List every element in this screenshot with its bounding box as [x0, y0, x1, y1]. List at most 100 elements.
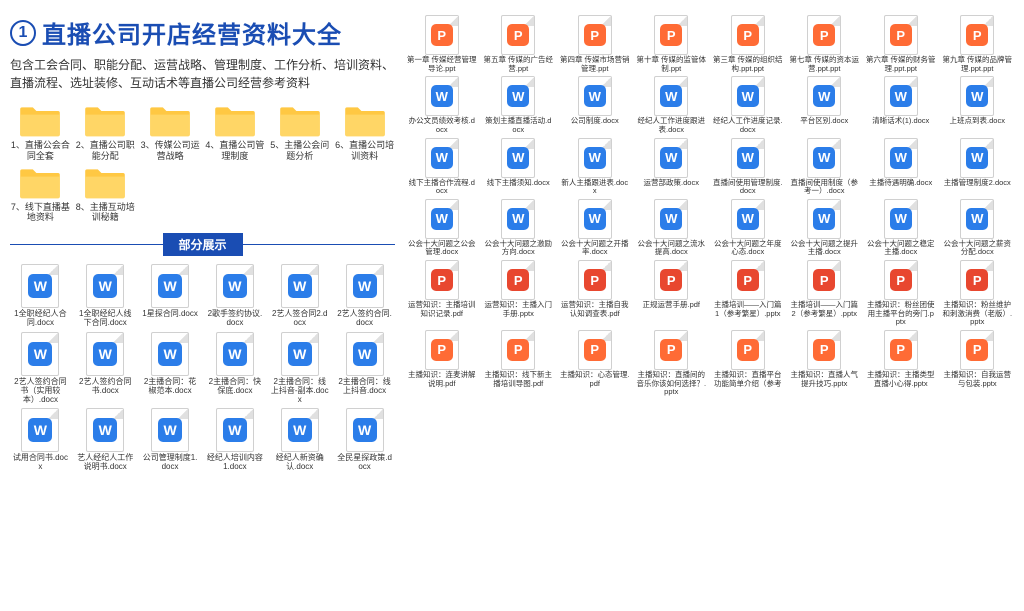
file-icon: W	[884, 138, 918, 178]
file-item[interactable]: P运营知识：主播自我认知调查表.pdf	[558, 260, 632, 327]
file-item[interactable]: W办公文员绩效考核.docx	[405, 76, 479, 134]
file-item[interactable]: W经纪人工作进度跟进表.docx	[635, 76, 709, 134]
file-item[interactable]: W直播间使用管理制度.docx	[711, 138, 785, 196]
file-item[interactable]: W2主播合同：线上抖音.docx	[334, 332, 395, 405]
folder-label: 1、直播公会合同全套	[10, 140, 71, 162]
file-icon: W	[21, 408, 59, 452]
file-icon: W	[281, 264, 319, 308]
file-item[interactable]: P第五章 传媒的广告经营.ppt	[482, 15, 556, 73]
file-item[interactable]: W2歌手签约协议.docx	[204, 264, 265, 327]
file-icon: P	[807, 15, 841, 55]
file-item[interactable]: P主播知识：主播类型直播小心得.pptx	[864, 330, 938, 397]
file-item[interactable]: W1星探合同.docx	[140, 264, 201, 327]
file-item[interactable]: W清晰话术(1).docx	[864, 76, 938, 134]
file-item[interactable]: W上班点到表.docx	[941, 76, 1015, 134]
file-item[interactable]: P第七章 传媒的资本运营.ppt.ppt	[788, 15, 862, 73]
file-item[interactable]: W试用合同书.docx	[10, 408, 71, 471]
file-item[interactable]: W全民星探政策.docx	[334, 408, 395, 471]
title-bar: 1 直播公司开店经营资料大全	[10, 15, 395, 50]
file-icon: P	[807, 330, 841, 370]
file-item[interactable]: W主播管理制度2.docx	[941, 138, 1015, 196]
file-label: 清晰话术(1).docx	[872, 117, 929, 126]
file-item[interactable]: W公会十大问题之年度心态.docx	[711, 199, 785, 257]
file-item[interactable]: P主播知识：自我运营与包装.pptx	[941, 330, 1015, 397]
file-label: 办公文员绩效考核.docx	[407, 117, 477, 134]
file-item[interactable]: P第十章 传媒的监管体制.ppt	[635, 15, 709, 73]
file-item[interactable]: P主播培训——入门篇2（参考繁星）.pptx	[788, 260, 862, 327]
file-item[interactable]: P主播知识：直播人气提升技巧.pptx	[788, 330, 862, 397]
file-item[interactable]: W2主播合同：线上抖音-副本.docx	[269, 332, 330, 405]
file-item[interactable]: W直播间使用制度（参考一）.docx	[788, 138, 862, 196]
file-item[interactable]: P运营知识：主播培训知识记录.pdf	[405, 260, 479, 327]
file-item[interactable]: W2主播合同：快保底.docx	[204, 332, 265, 405]
file-icon: W	[960, 76, 994, 116]
file-item[interactable]: P第九章 传媒的品牌管理.ppt.ppt	[941, 15, 1015, 73]
file-item[interactable]: W2艺人签约合同书.docx	[75, 332, 136, 405]
file-item[interactable]: W公会十大问题之流水提高.docx	[635, 199, 709, 257]
file-item[interactable]: W1全职经纪人线下合同.docx	[75, 264, 136, 327]
file-item[interactable]: W经纪人新资确认.docx	[269, 408, 330, 471]
file-item[interactable]: W平台区别.docx	[788, 76, 862, 134]
file-item[interactable]: W经纪人培训内容1.docx	[204, 408, 265, 471]
folder-grid: 1、直播公会合同全套2、直播公司职能分配3、传媒公司运营战略4、直播公司管理制度…	[10, 102, 395, 223]
file-item[interactable]: W2主播合同：花椒范本.docx	[140, 332, 201, 405]
file-item[interactable]: P主播知识：直播间的音乐你该如何选择？.pptx	[635, 330, 709, 397]
file-item[interactable]: W线下主播合作流程.docx	[405, 138, 479, 196]
folder-icon	[83, 102, 127, 138]
file-label: 主播知识：主播类型直播小心得.pptx	[866, 371, 936, 388]
file-item[interactable]: W2艺人签约合同书（实用较本）.docx	[10, 332, 71, 405]
file-item[interactable]: P运营知识：主播入门手册.pptx	[482, 260, 556, 327]
file-item[interactable]: W2艺人签合同2.docx	[269, 264, 330, 327]
file-item[interactable]: P第六章 传媒的财务管理.ppt.ppt	[864, 15, 938, 73]
file-item[interactable]: W公会十大问题之开播率.docx	[558, 199, 632, 257]
file-item[interactable]: P主播知识：直播平台功能简单介绍（参考	[711, 330, 785, 397]
right-file-grid: P第一章 传媒经营管理导论.pptP第五章 传媒的广告经营.pptP第四章 传媒…	[405, 15, 1014, 397]
folder-item[interactable]: 4、直播公司管理制度	[204, 102, 265, 162]
file-icon: W	[960, 199, 994, 239]
file-item[interactable]: P第一章 传媒经营管理导论.ppt	[405, 15, 479, 73]
file-item[interactable]: P主播知识：粉丝团使用主播平台的旁门.pptx	[864, 260, 938, 327]
file-item[interactable]: W新人主播跟进表.docx	[558, 138, 632, 196]
file-item[interactable]: W2艺人签约合同.docx	[334, 264, 395, 327]
folder-item[interactable]: 6、直播公司培训资料	[334, 102, 395, 162]
file-item[interactable]: P主播知识：连麦讲解说明.pdf	[405, 330, 479, 397]
file-item[interactable]: P第四章 传媒市场营销管理.ppt	[558, 15, 632, 73]
file-item[interactable]: W公司管理制度1.docx	[140, 408, 201, 471]
folder-icon	[18, 102, 62, 138]
file-label: 直播间使用制度（参考一）.docx	[789, 179, 859, 196]
file-item[interactable]: P第三章 传媒的组织结构.ppt.ppt	[711, 15, 785, 73]
file-item[interactable]: W公会十大问题之稳定主播.docx	[864, 199, 938, 257]
file-label: 主播知识：直播人气提升技巧.pptx	[789, 371, 859, 388]
file-item[interactable]: P主播知识：心态管理.pdf	[558, 330, 632, 397]
file-icon: P	[884, 330, 918, 370]
file-label: 策划主播直播活动.docx	[483, 117, 553, 134]
folder-item[interactable]: 2、直播公司职能分配	[75, 102, 136, 162]
file-item[interactable]: P正规运营手册.pdf	[635, 260, 709, 327]
file-label: 经纪人新资确认.docx	[271, 453, 329, 471]
folder-item[interactable]: 8、主播互动培训秘籍	[75, 164, 136, 224]
file-item[interactable]: P主播知识：粉丝维护和刺激消费（老版）.pptx	[941, 260, 1015, 327]
file-item[interactable]: W艺人经纪人工作说明书.docx	[75, 408, 136, 471]
file-item[interactable]: W公会十大问题之公会管理.docx	[405, 199, 479, 257]
file-item[interactable]: W公会十大问题之激励方向.docx	[482, 199, 556, 257]
folder-item[interactable]: 7、线下直播基地资料	[10, 164, 71, 224]
file-icon: P	[425, 260, 459, 300]
file-item[interactable]: W公会十大问题之薪资分配.docx	[941, 199, 1015, 257]
file-item[interactable]: W公司制度.docx	[558, 76, 632, 134]
file-icon: W	[151, 332, 189, 376]
folder-item[interactable]: 5、主播公会问题分析	[269, 102, 330, 162]
file-item[interactable]: W1全职经纪人合同.docx	[10, 264, 71, 327]
file-item[interactable]: W公会十大问题之提升主播.docx	[788, 199, 862, 257]
file-icon: W	[216, 332, 254, 376]
file-item[interactable]: W策划主播直播活动.docx	[482, 76, 556, 134]
file-label: 主播知识：自我运营与包装.pptx	[942, 371, 1012, 388]
file-item[interactable]: W经纪人工作进度记录.docx	[711, 76, 785, 134]
file-item[interactable]: W主播待遇明确.docx	[864, 138, 938, 196]
file-label: 上班点到表.docx	[950, 117, 1005, 126]
file-item[interactable]: P主播培训——入门篇1（参考繁星）.pptx	[711, 260, 785, 327]
file-item[interactable]: W运营部政策.docx	[635, 138, 709, 196]
folder-item[interactable]: 1、直播公会合同全套	[10, 102, 71, 162]
folder-item[interactable]: 3、传媒公司运营战略	[140, 102, 201, 162]
file-item[interactable]: W线下主播须知.docx	[482, 138, 556, 196]
file-item[interactable]: P主播知识：线下新主播培训导图.pdf	[482, 330, 556, 397]
